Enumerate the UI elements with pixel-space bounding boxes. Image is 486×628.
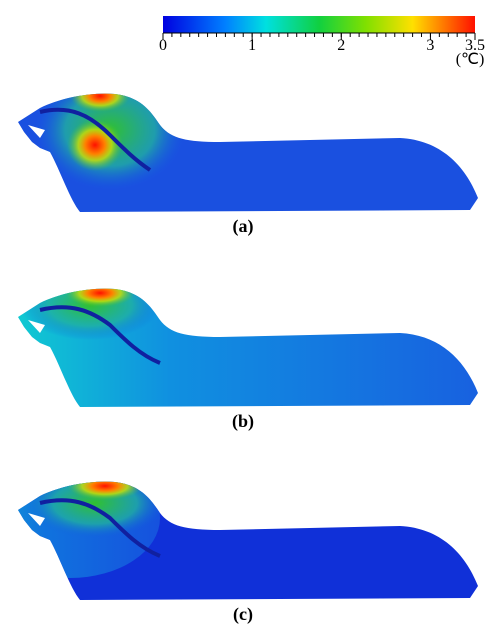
panel-label: (a) [233,216,254,237]
tick-label: 3 [426,37,434,54]
panel-a [18,93,478,212]
panel-label: (b) [232,411,254,432]
colorbar-ticks: 0 1 2 3 3.5 [159,33,485,54]
tick-label: 3.5 [465,37,485,54]
tick-label: 0 [159,37,167,54]
colorbar [163,16,475,33]
panel-b [18,288,478,407]
colorbar-unit: (℃) [456,51,485,68]
panel-c [18,481,478,600]
tick-label: 2 [337,37,345,54]
tick-label: 1 [248,37,256,54]
panel-label: (c) [233,604,253,625]
